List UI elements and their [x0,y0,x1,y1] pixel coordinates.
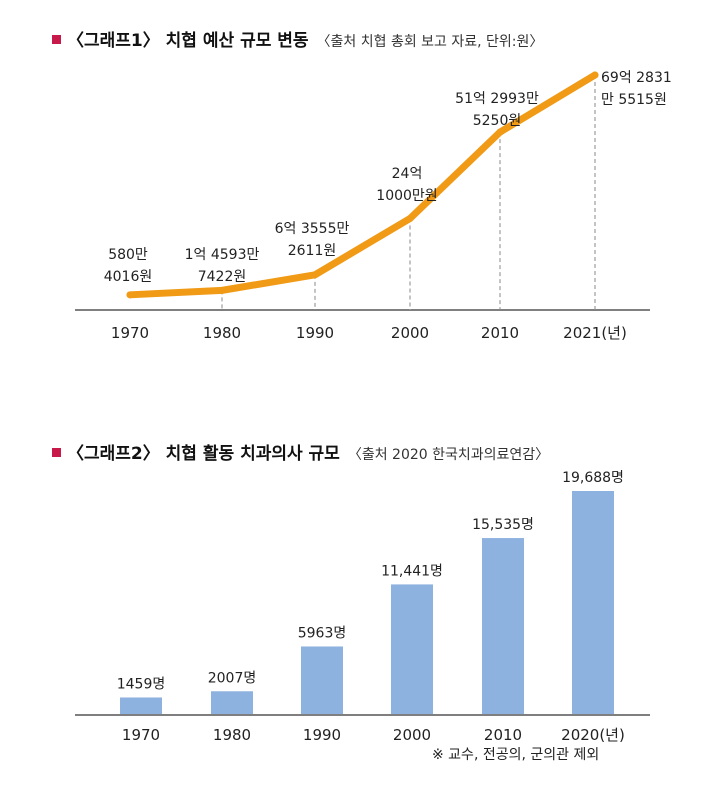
x-tick-label: 2020(년) [561,726,625,744]
footnote: ※ 교수, 전공의, 군의관 제외 [432,747,600,763]
bar [391,584,433,714]
x-tick-label: 2010 [484,726,522,744]
data-point [126,291,134,299]
x-tick-label: 2021(년) [563,324,627,342]
graph2-title-row: 〈그래프2〉 치협 활동 치과의사 규모 〈출처 2020 한국치과의료연감〉 [52,439,549,464]
x-tick-label: 1980 [213,726,251,744]
bar-value-label: 5963명 [298,625,347,641]
data-label: 69억 2831 [601,70,672,86]
data-point [218,286,226,294]
data-label: 24억 [392,166,423,182]
bar-value-label: 15,535명 [472,517,534,533]
bar-value-label: 2007명 [208,670,257,686]
data-label: 만 5515원 [601,92,667,108]
data-label: 580만 [108,247,148,263]
x-tick-label: 2000 [393,726,431,744]
graph2-source: 〈출처 2020 한국치과의료연감〉 [347,447,550,463]
data-label: 1억 4593만 [185,247,260,263]
data-label: 2611원 [288,243,337,259]
x-tick-label: 1990 [303,726,341,744]
data-point [591,71,599,79]
x-tick-label: 1980 [203,324,241,342]
data-label: 7422원 [198,269,247,285]
data-point [406,214,414,222]
x-tick-label: 1970 [111,324,149,342]
x-tick-label: 1990 [296,324,334,342]
x-tick-label: 1970 [122,726,160,744]
series-line [126,71,599,299]
graph1-heading: 〈그래프1〉 치협 예산 규모 변동 [67,31,309,51]
data-label: 6억 3555만 [275,221,350,237]
data-label: 51억 2993만 [455,91,539,107]
square-marker-icon [52,35,61,44]
bar-value-label: 1459명 [117,676,166,692]
bar [572,491,614,714]
bar-value-label: 11,441명 [381,563,443,579]
bar-value-label: 19,688명 [562,470,624,486]
graph1-source: 〈출처 치협 총회 보고 자료, 단위:원〉 [316,34,544,50]
data-label: 1000만원 [376,188,437,204]
graph2-heading: 〈그래프2〉 치협 활동 치과의사 규모 [67,444,340,464]
data-point [496,128,504,136]
bar [482,538,524,714]
x-tick-label: 2010 [481,324,519,342]
graph1-line-chart: 1970 1980 1990 2000 2010 2021(년) 580만 4016원 1억 4… [75,70,672,342]
graph1-title-row: 〈그래프1〉 치협 예산 규모 변동 〈출처 치협 총회 보고 자료, 단위:원… [52,26,543,51]
data-label: 5250원 [473,113,522,129]
x-tick-label: 2000 [391,324,429,342]
bar [301,646,343,714]
data-label: 4016원 [104,269,153,285]
bar [211,691,253,714]
square-marker-icon [52,448,61,457]
data-point [311,271,319,279]
bar [120,697,162,714]
